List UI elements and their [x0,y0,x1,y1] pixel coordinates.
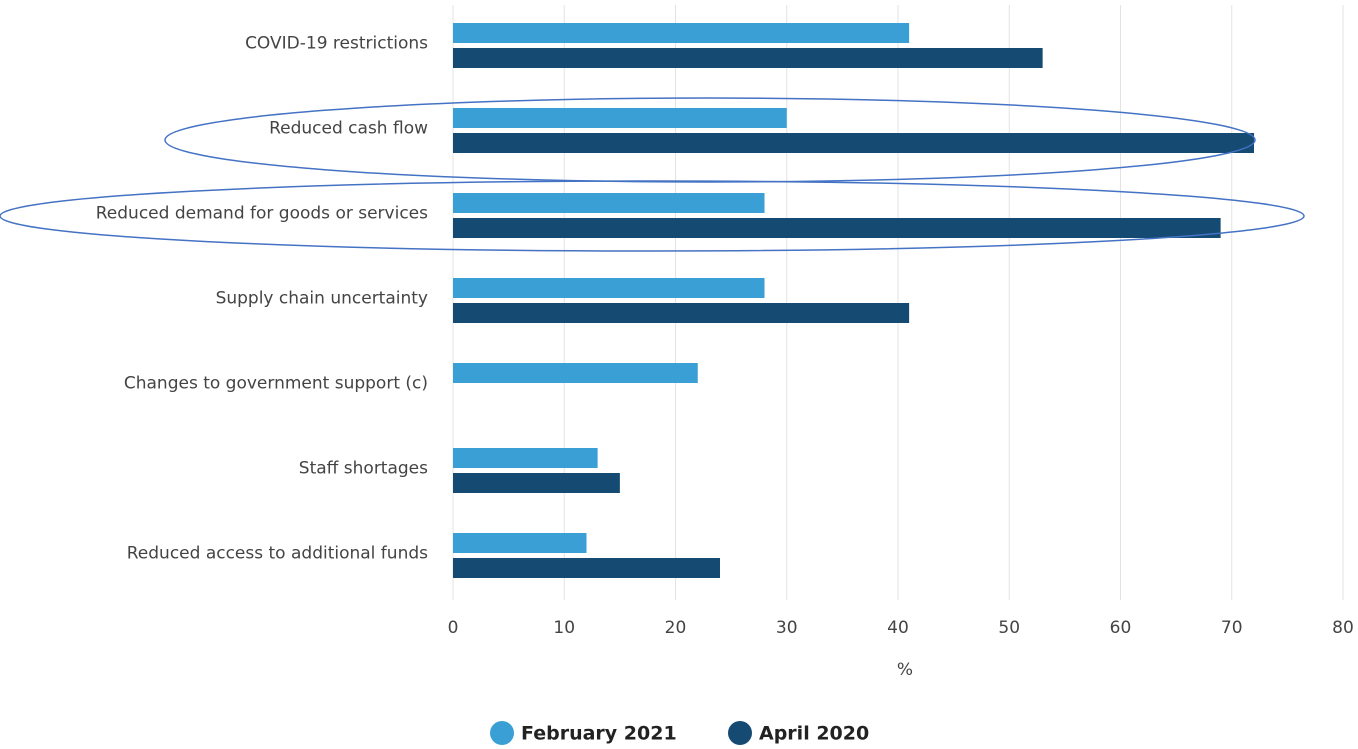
x-tick-label: 10 [553,618,575,638]
x-tick-label: 50 [998,618,1020,638]
y-tick-label: Reduced demand for goods or services [96,204,428,224]
y-tick-label: Supply chain uncertainty [216,289,428,309]
legend-swatch [728,721,752,745]
x-axis-label: % [897,660,913,680]
bar [453,23,910,43]
y-tick-label: COVID-19 restrictions [245,34,428,54]
bar [453,108,787,128]
x-tick-label: 30 [776,618,798,638]
bar [453,218,1221,238]
x-tick-label: 20 [665,618,687,638]
bar [453,558,720,578]
bar [453,278,765,298]
bar [453,448,598,468]
legend-swatch [490,721,514,745]
bar [453,303,910,323]
y-tick-label: Changes to government support (c) [124,374,428,394]
x-tick-label: 0 [448,618,459,638]
legend-label: April 2020 [759,723,869,745]
y-tick-label: Reduced cash flow [269,119,428,139]
x-tick-label: 70 [1221,618,1243,638]
y-tick-label: Staff shortages [299,459,428,479]
highlight-ellipse [0,180,1305,252]
bar [453,363,698,383]
bar [453,533,587,553]
y-tick-label: Reduced access to additional funds [127,544,428,564]
x-tick-label: 60 [1110,618,1132,638]
bar [453,48,1043,68]
bar [453,473,620,493]
legend-label: February 2021 [521,723,677,745]
bar [453,193,765,213]
plot: 0 10 20 30 40 50 60 70 80 COVID-19 restrictions Re… [96,5,1354,745]
x-tick-label: 40 [887,618,909,638]
highlight-ellipse [164,97,1256,183]
bar [453,133,1254,153]
x-tick-label: 80 [1332,618,1354,638]
